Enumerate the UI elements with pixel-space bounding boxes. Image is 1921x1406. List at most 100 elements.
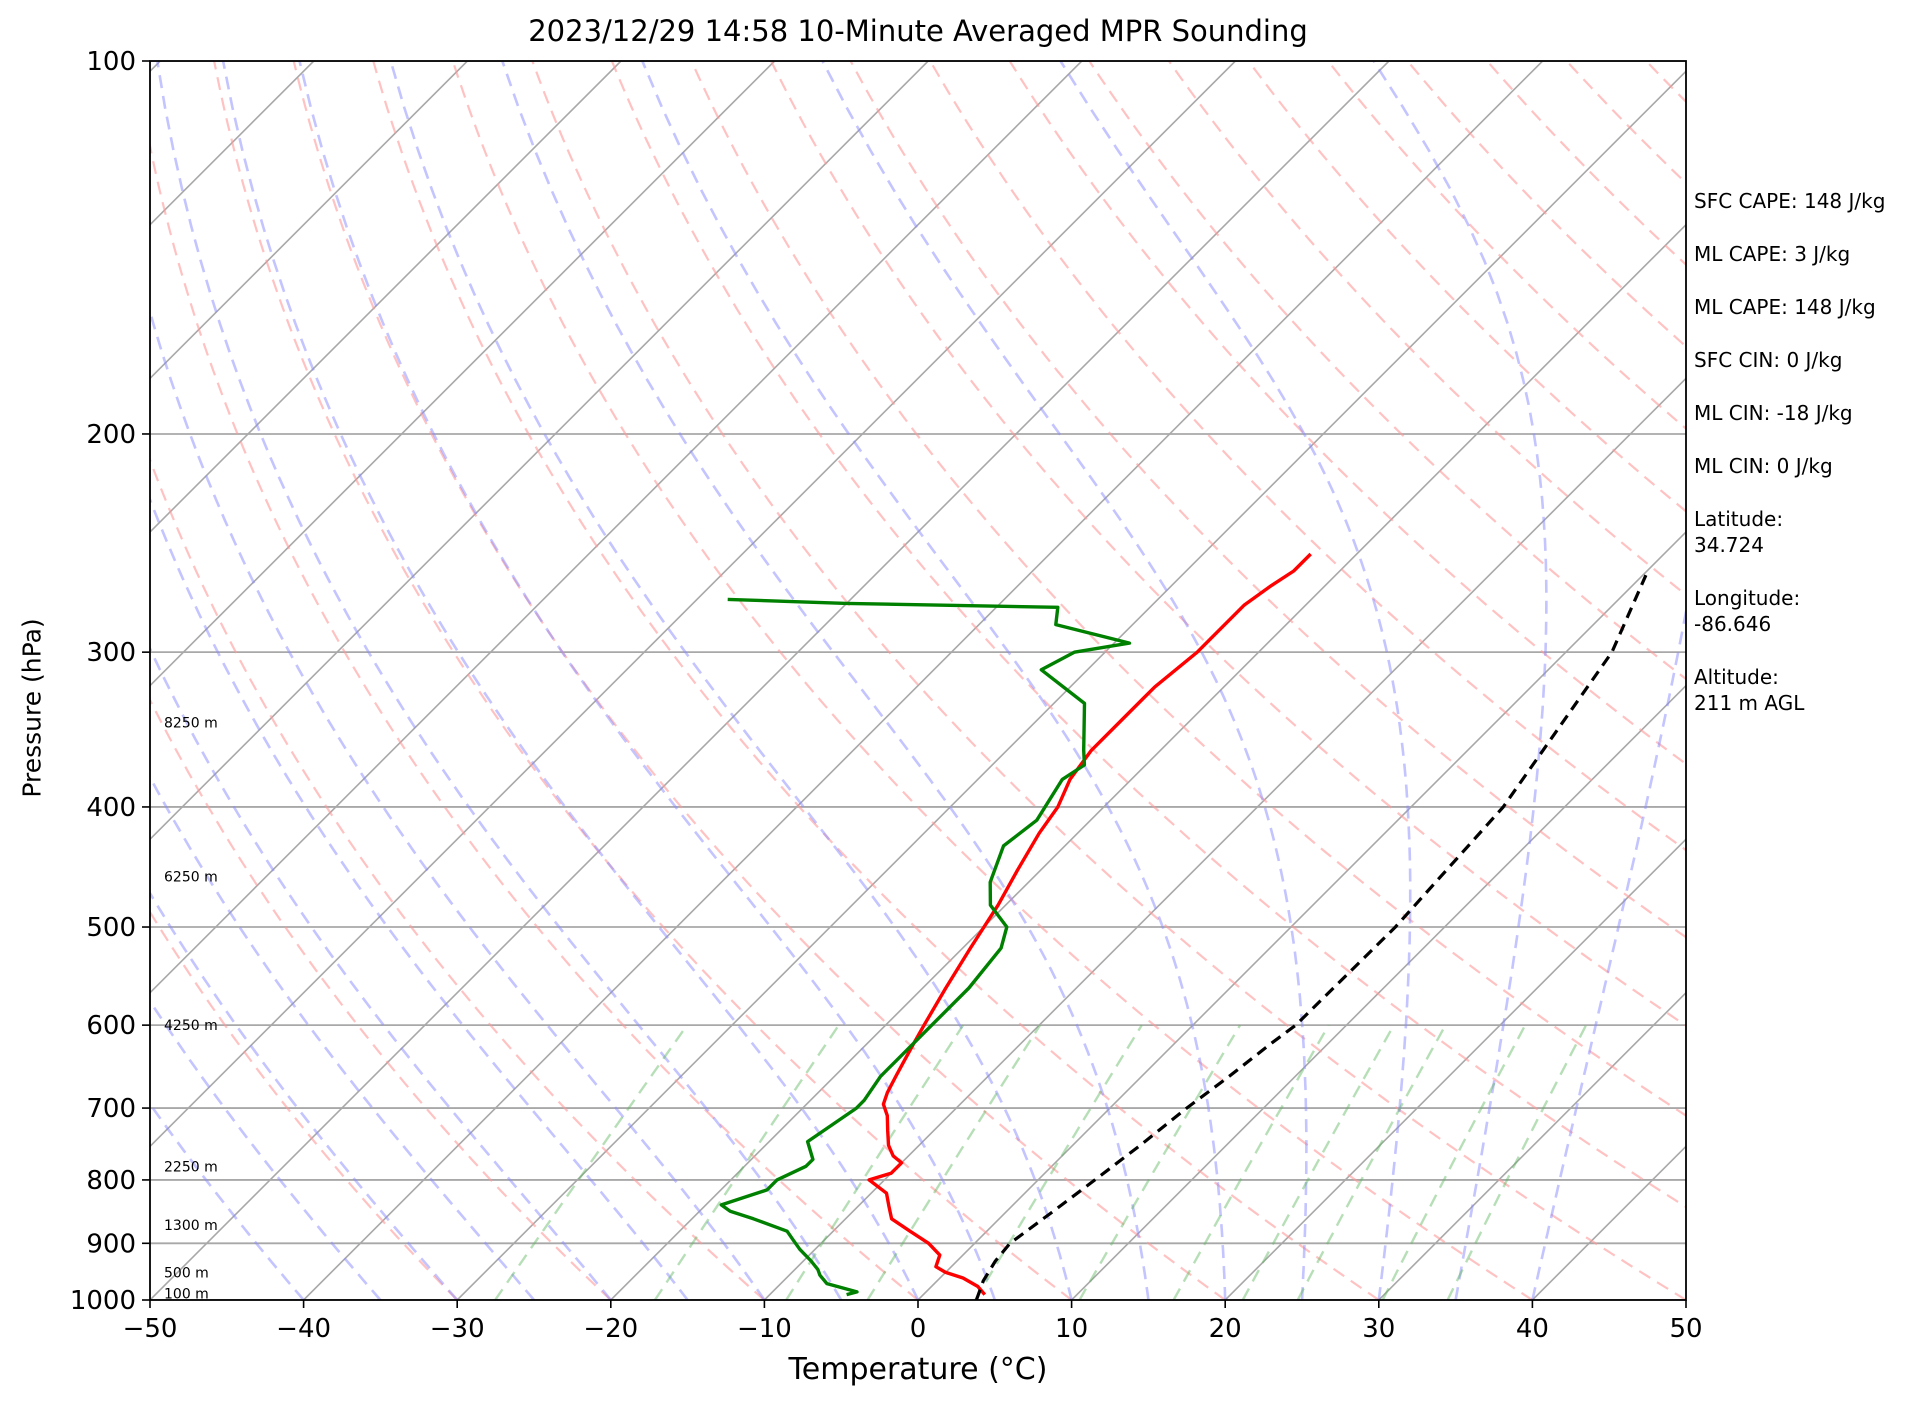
isotherm-line: [1071, 684, 1686, 1300]
isotherm-line: [150, 61, 929, 841]
x-tick-label: 50: [1669, 1314, 1702, 1344]
isotherm-line: [917, 530, 1686, 1300]
x-tick-label: −30: [430, 1314, 485, 1344]
moist-adiabat-line: [501, 61, 1150, 1300]
y-tick-label: 500: [86, 913, 136, 943]
dry-adiabat-line: [690, 61, 1686, 1117]
moist-adiabat-line: [389, 61, 1073, 1300]
isotherm-line: [0, 61, 7, 1300]
dry-adiabat-line: [1168, 61, 1686, 597]
moist-adiabat-line: [150, 774, 535, 1300]
stat-value: 0 J/kg: [1780, 348, 1843, 372]
mixing-ratio-line: [1172, 1024, 1330, 1300]
y-tick-label: 700: [86, 1094, 136, 1124]
stat-value: 0 J/kg: [1770, 454, 1833, 478]
stat-item: ML CAPE: 3 J/kg: [1694, 241, 1914, 267]
mixing-ratio-line: [1241, 1024, 1395, 1300]
stat-value: -18 J/kg: [1770, 401, 1853, 425]
x-tick-label: 40: [1516, 1314, 1549, 1344]
mixing-ratio-line: [866, 1024, 1042, 1300]
y-axis-label: Pressure (hPa): [17, 618, 47, 798]
dry-adiabat-line: [929, 61, 1686, 852]
moist-adiabat-line: [821, 61, 1308, 1300]
x-tick-label: 30: [1362, 1314, 1395, 1344]
stat-label: Latitude:: [1694, 507, 1784, 531]
moist-adiabat-line: [150, 998, 382, 1300]
x-tick-label: 10: [1055, 1314, 1088, 1344]
moist-adiabat-line: [298, 61, 997, 1300]
dry-adiabat-line: [610, 61, 1686, 1209]
y-tick-label: 900: [86, 1229, 136, 1259]
moist-adiabat-line: [221, 61, 920, 1300]
x-tick-label: −40: [276, 1314, 331, 1344]
isotherm-line: [610, 223, 1686, 1300]
isotherm-line: [150, 61, 468, 380]
dry-adiabat-line: [150, 910, 458, 1300]
isotherm-line: [1378, 991, 1686, 1300]
stat-value: 148 J/kg: [1797, 189, 1886, 213]
chart-title: 2023/12/29 14:58 10-Minute Averaged MPR …: [528, 14, 1308, 48]
moist-adiabat-line: [150, 496, 689, 1300]
y-tick-label: 1000: [70, 1286, 136, 1316]
stat-label: SFC CAPE:: [1694, 189, 1798, 213]
dry-adiabat-line: [150, 697, 612, 1300]
height-label: 500 m: [164, 1265, 209, 1281]
temperature-trace: [867, 552, 1312, 1296]
dry-adiabat-line: [150, 456, 766, 1300]
mixing-ratio-line: [785, 1024, 965, 1300]
isotherm-line: [763, 377, 1686, 1300]
stat-item: Longitude: -86.646: [1694, 585, 1914, 637]
stat-label: SFC CIN:: [1694, 348, 1781, 372]
x-tick-label: 20: [1209, 1314, 1242, 1344]
isotherm-line: [150, 61, 1390, 1300]
mixing-ratio-line: [1296, 1024, 1447, 1300]
stat-item: Altitude: 211 m AGL: [1694, 664, 1914, 716]
x-tick-label: −20: [583, 1314, 638, 1344]
mixing-ratio-line: [1078, 1024, 1242, 1300]
moist-adiabat-line: [150, 307, 766, 1300]
isotherm-line: [150, 61, 776, 687]
stat-item: SFC CIN: 0 J/kg: [1694, 347, 1914, 373]
moist-adiabat-line: [1059, 61, 1412, 1300]
mixing-ratio-line: [1381, 1024, 1527, 1300]
moist-adiabat-line: [1531, 604, 1686, 1300]
isotherm-line: [456, 70, 1686, 1300]
isotherm-line: [150, 61, 1236, 1148]
stat-item: ML CIN: 0 J/kg: [1694, 453, 1914, 479]
dewpoint-trace: [719, 597, 1132, 1297]
dry-adiabat-line: [292, 61, 1226, 1300]
stat-item: SFC CAPE: 148 J/kg: [1694, 188, 1914, 214]
mixing-ratio-line: [1446, 1024, 1588, 1300]
dry-adiabat-line: [213, 61, 1073, 1300]
height-label: 8250 m: [164, 716, 218, 732]
y-tick-label: 200: [86, 420, 136, 450]
isotherm-line: [150, 61, 1083, 994]
dry-adiabat-line: [1088, 61, 1686, 681]
moist-adiabat-line: [150, 890, 459, 1300]
dry-adiabat-line: [849, 61, 1686, 939]
height-label: 6250 m: [164, 869, 218, 885]
height-label: 4250 m: [164, 1018, 218, 1034]
dry-adiabat-line: [1247, 61, 1686, 513]
dry-adiabat-line: [451, 61, 1533, 1300]
y-tick-label: 600: [86, 1011, 136, 1041]
dry-adiabat-line: [531, 61, 1686, 1300]
mixing-ratio-line: [974, 1024, 1143, 1300]
parcel-trace: [974, 574, 1648, 1300]
y-tick-label: 800: [86, 1166, 136, 1196]
isotherm-line: [1224, 838, 1686, 1300]
stat-item: Latitude: 34.724: [1694, 506, 1914, 558]
x-tick-label: 0: [910, 1314, 927, 1344]
stat-value: 34.724: [1694, 533, 1764, 557]
stat-label: Longitude:: [1694, 586, 1801, 610]
stat-label: ML CIN:: [1694, 401, 1771, 425]
plot-area: [0, 61, 1686, 1300]
x-tick-label: −10: [737, 1314, 792, 1344]
moist-adiabat-line: [156, 61, 843, 1300]
mixing-ratio-line: [653, 1024, 840, 1300]
axes-frame: [149, 60, 1687, 1301]
moist-adiabat-line: [641, 61, 1227, 1300]
stat-item: ML CIN: -18 J/kg: [1694, 400, 1914, 426]
